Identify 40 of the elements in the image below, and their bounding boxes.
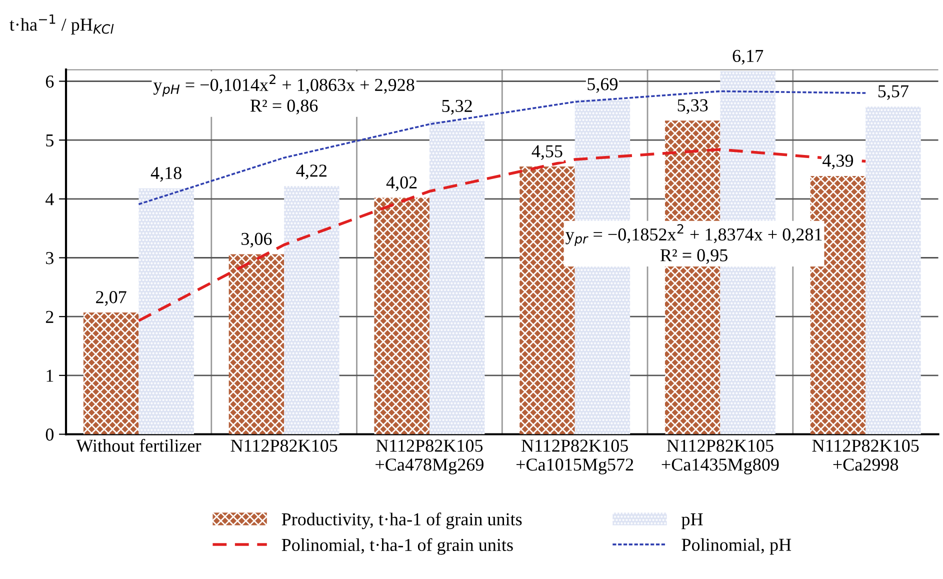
y-axis-title: t·ha$^{−1}$ / pH$_{KCl}$	[10, 14, 114, 34]
y-tick-label: 5	[46, 134, 54, 147]
x-tick-label: N112P82K105 +Ca478Mg269	[376, 440, 484, 474]
legend-label: Polinomial, pH	[682, 538, 792, 555]
legend-label: Productivity, t·ha-1 of grain units	[282, 512, 522, 530]
y-tick-label: 4	[46, 193, 54, 206]
data-label: 5,33	[678, 99, 708, 114]
data-label: 5,32	[442, 100, 472, 115]
y-tick-label: 0	[46, 428, 54, 441]
y-tick-label: 2	[46, 310, 54, 323]
data-label: 6,17	[732, 50, 764, 65]
annotation: y$_{pH}$ = −0,1014x$^{2}$ + 1,0863x + 2,928 R² = 0,86	[153, 74, 414, 114]
data-label: 4,39	[822, 154, 854, 170]
x-tick-label: N112P82K105	[230, 440, 338, 452]
data-label: 4,18	[150, 166, 182, 182]
bar	[83, 312, 139, 434]
x-tick-label: N112P82K105 +Ca1435Mg809	[662, 440, 779, 474]
y-tick-label: 1	[46, 370, 54, 382]
x-tick-label: N112P82K105 +Ca1015Mg572	[516, 440, 634, 474]
data-label: 4,55	[532, 145, 562, 160]
bar	[429, 121, 485, 434]
bar	[374, 198, 430, 434]
y-tick-label: 3	[46, 252, 54, 264]
legend-label: pH	[682, 513, 703, 530]
bar	[520, 166, 575, 434]
bar	[866, 106, 921, 434]
data-label: 4,02	[386, 176, 417, 192]
bar	[228, 254, 284, 434]
annotation: y$_{pr}$ = −0,1852x$^{2}$ + 1,8374x + 0,281 R² = 0,95	[566, 224, 822, 264]
data-label: 2,07	[96, 291, 126, 306]
bar	[284, 186, 340, 434]
data-label: 4,22	[296, 164, 327, 180]
data-label: 5,57	[878, 85, 908, 100]
data-label: 3,06	[242, 232, 272, 248]
x-tick-label: Without fertilizer	[76, 438, 202, 452]
x-tick-label: N112P82K105 +Ca2998	[812, 440, 919, 471]
data-label: 5,69	[588, 78, 618, 93]
y-tick-label: 6	[46, 76, 54, 88]
bar	[138, 188, 194, 434]
legend-label: Polinomial, t·ha-1 of grain units	[282, 538, 513, 555]
